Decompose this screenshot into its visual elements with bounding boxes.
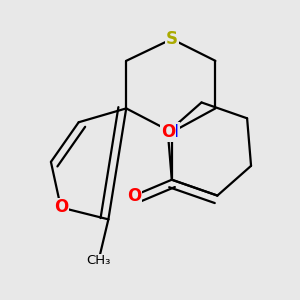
Text: O: O bbox=[127, 187, 141, 205]
Text: N: N bbox=[165, 123, 179, 141]
Text: CH₃: CH₃ bbox=[86, 254, 111, 268]
Text: S: S bbox=[166, 30, 178, 48]
Text: O: O bbox=[161, 123, 175, 141]
Text: O: O bbox=[54, 199, 68, 217]
